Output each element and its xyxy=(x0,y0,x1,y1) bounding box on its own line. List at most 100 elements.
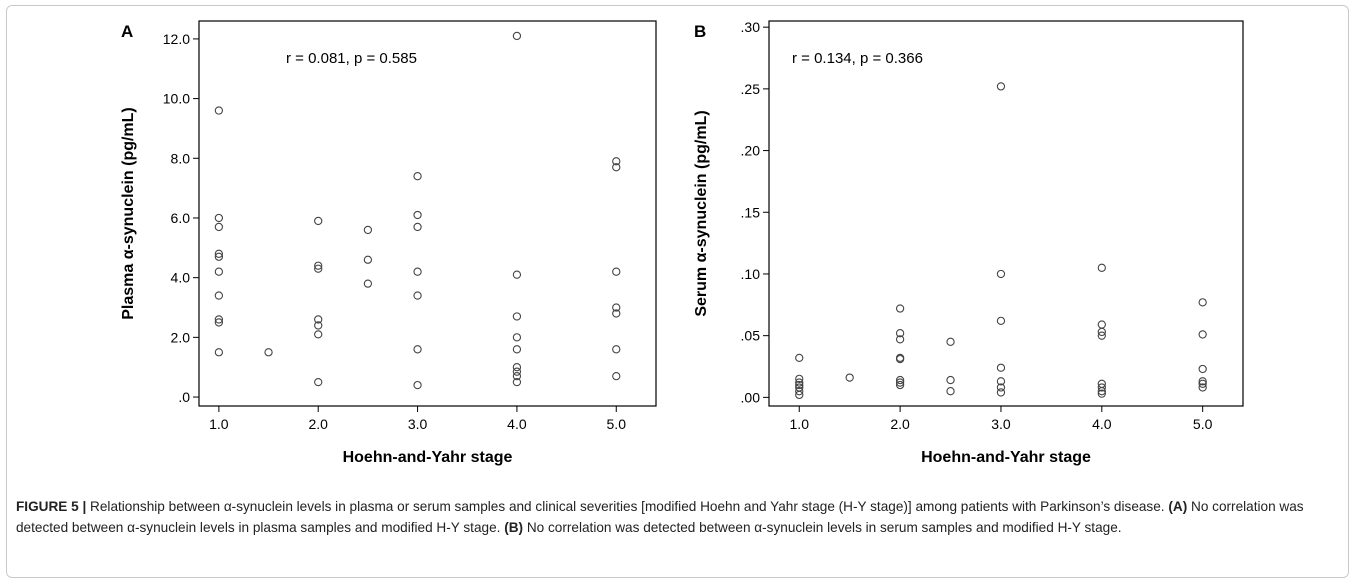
panel-a-data-point xyxy=(413,267,422,276)
panel-a-letter: A xyxy=(121,22,133,41)
panel-a-data-point xyxy=(214,213,224,223)
panel-a-data-point xyxy=(512,363,522,372)
panel-b-data-point xyxy=(996,82,1006,91)
panel-b-y-tick-label: .05 xyxy=(741,328,761,344)
panel-a-data-point xyxy=(264,348,273,357)
panel-a-data-point xyxy=(612,157,621,166)
panel-a-data-point xyxy=(363,225,373,235)
panel-a-data-point xyxy=(314,261,323,270)
panel-a-data-point xyxy=(512,345,522,354)
panel-b-data-point xyxy=(1097,327,1106,337)
panel-a-x-axis-title: Hoehn-and-Yahr stage xyxy=(343,449,513,466)
panel-b-x-tick-label: 2.0 xyxy=(890,416,910,432)
panel-a-data-point xyxy=(314,315,323,324)
panel-a-data-point xyxy=(314,216,323,226)
panel-a-y-tick-label: 6.0 xyxy=(171,210,191,226)
panel-b-x-tick-label: 5.0 xyxy=(1193,416,1213,432)
panel-b-data-point xyxy=(1198,377,1207,386)
panel-b-data-point xyxy=(1198,379,1207,388)
panel-a-data-point xyxy=(512,367,522,376)
panel-b-data-point xyxy=(895,329,905,338)
panel-a-data-point xyxy=(512,31,522,41)
panel-a-plot-frame xyxy=(198,20,657,407)
panel-b-y-tick-label: .20 xyxy=(741,143,761,159)
panel-b-letter: B xyxy=(694,22,706,41)
panel-a-data-point xyxy=(612,303,621,312)
panel-a-data-point xyxy=(512,333,522,342)
panel-a-y-tick-label: 4.0 xyxy=(171,270,191,286)
panel-b-y-tick-label: .30 xyxy=(741,19,761,35)
panel-b-data-point xyxy=(996,316,1006,326)
panel-b-data-point xyxy=(946,387,955,396)
panel-a-data-point xyxy=(612,163,621,172)
panel-a-data-point xyxy=(314,330,323,339)
panel-a-data-point xyxy=(413,291,422,300)
panel-b-data-point xyxy=(895,354,905,364)
caption-text-2: No correlation was detected between α-sy… xyxy=(16,499,1304,535)
figure-frame xyxy=(6,5,1349,578)
panel-a-data-point xyxy=(214,348,224,357)
panel-b-x-tick-label: 4.0 xyxy=(1092,416,1112,432)
panel-b-data-point xyxy=(1097,320,1106,329)
panel-b-data-point xyxy=(1097,389,1106,398)
panel-b-x-tick-label: 3.0 xyxy=(991,416,1011,432)
panel-b-correlation-annotation: r = 0.134, p = 0.366 xyxy=(792,50,923,67)
panel-a-data-point xyxy=(413,222,422,232)
panel-b-y-tick-label: .10 xyxy=(741,266,761,282)
panel-a-data-point xyxy=(612,267,621,276)
panel-b-data-point xyxy=(946,337,955,346)
panel-b-data-point xyxy=(795,378,804,387)
panel-a-data-point xyxy=(214,318,224,327)
panel-a-x-tick-label: 5.0 xyxy=(607,416,627,432)
panel-a-data-point xyxy=(512,312,522,321)
panel-b-data-point xyxy=(795,387,804,396)
panel-a-data-point xyxy=(363,279,373,288)
panel-a-data-point xyxy=(612,372,621,381)
caption-label-a: (A) xyxy=(1168,499,1188,514)
panel-a-x-tick-label: 1.0 xyxy=(209,416,229,432)
panel-b-data-point xyxy=(845,373,854,382)
panel-b-x-axis-title: Hoehn-and-Yahr stage xyxy=(921,449,1091,466)
caption-label-b: (B) xyxy=(504,520,524,535)
panel-b-data-point xyxy=(996,363,1006,372)
panel-a-x-tick-label: 4.0 xyxy=(507,416,527,432)
panel-b-data-point xyxy=(895,335,905,344)
panel-b-data-point xyxy=(1198,364,1207,374)
panel-a-data-point xyxy=(214,106,224,115)
panel-a-correlation-annotation: r = 0.081, p = 0.585 xyxy=(286,50,417,67)
panel-a-data-point xyxy=(214,249,224,258)
panel-a-data-point xyxy=(214,291,224,300)
panel-b-data-point xyxy=(795,353,804,363)
panel-b-scatter: Br = 0.134, p = 0.366 .00 .05 .10 .15 .20 .25.… xyxy=(693,19,1244,466)
panel-b-data-point xyxy=(895,378,905,387)
panel-a-data-point xyxy=(314,264,323,273)
panel-b-data-point xyxy=(996,388,1006,397)
panel-b-plot-frame xyxy=(768,20,1244,407)
panel-b-data-point xyxy=(1097,263,1106,272)
panel-b-data-point xyxy=(996,269,1006,279)
panel-b-data-point xyxy=(895,375,905,385)
panel-a-data-point xyxy=(314,377,323,387)
panel-b-data-point xyxy=(795,380,804,390)
panel-a-data-point xyxy=(612,309,621,318)
panel-b-data-point xyxy=(795,390,804,400)
panel-a-y-axis-title: Plasma α-synuclein (pg/mL) xyxy=(120,107,137,320)
panel-a-data-point xyxy=(413,172,422,181)
panel-a-data-point xyxy=(413,380,422,390)
panel-a-y-tick-label: 10.0 xyxy=(163,91,190,107)
panel-a-x-tick-label: 3.0 xyxy=(408,416,428,432)
panel-b-y-axis-title: Serum α-synuclein (pg/mL) xyxy=(693,110,710,316)
panel-b-data-point xyxy=(946,375,955,385)
panel-b-data-point xyxy=(1097,383,1106,392)
panel-b-data-point xyxy=(996,377,1006,386)
panel-a-data-point xyxy=(214,315,224,324)
panel-b-data-point xyxy=(1097,331,1106,340)
panel-a-data-point xyxy=(314,321,323,330)
panel-b-y-tick-label: .00 xyxy=(741,389,761,405)
figure-charts: Ar = 0.081, p = 0.585 .0 2.0 4.0 6.0 8.0 10.0 1… xyxy=(120,19,1244,466)
panel-a-data-point xyxy=(612,345,621,354)
panel-a-data-point xyxy=(512,377,522,387)
panel-a-data-point xyxy=(214,252,224,261)
panel-a-data-point xyxy=(512,372,522,381)
panel-b-data-point xyxy=(1097,387,1106,396)
